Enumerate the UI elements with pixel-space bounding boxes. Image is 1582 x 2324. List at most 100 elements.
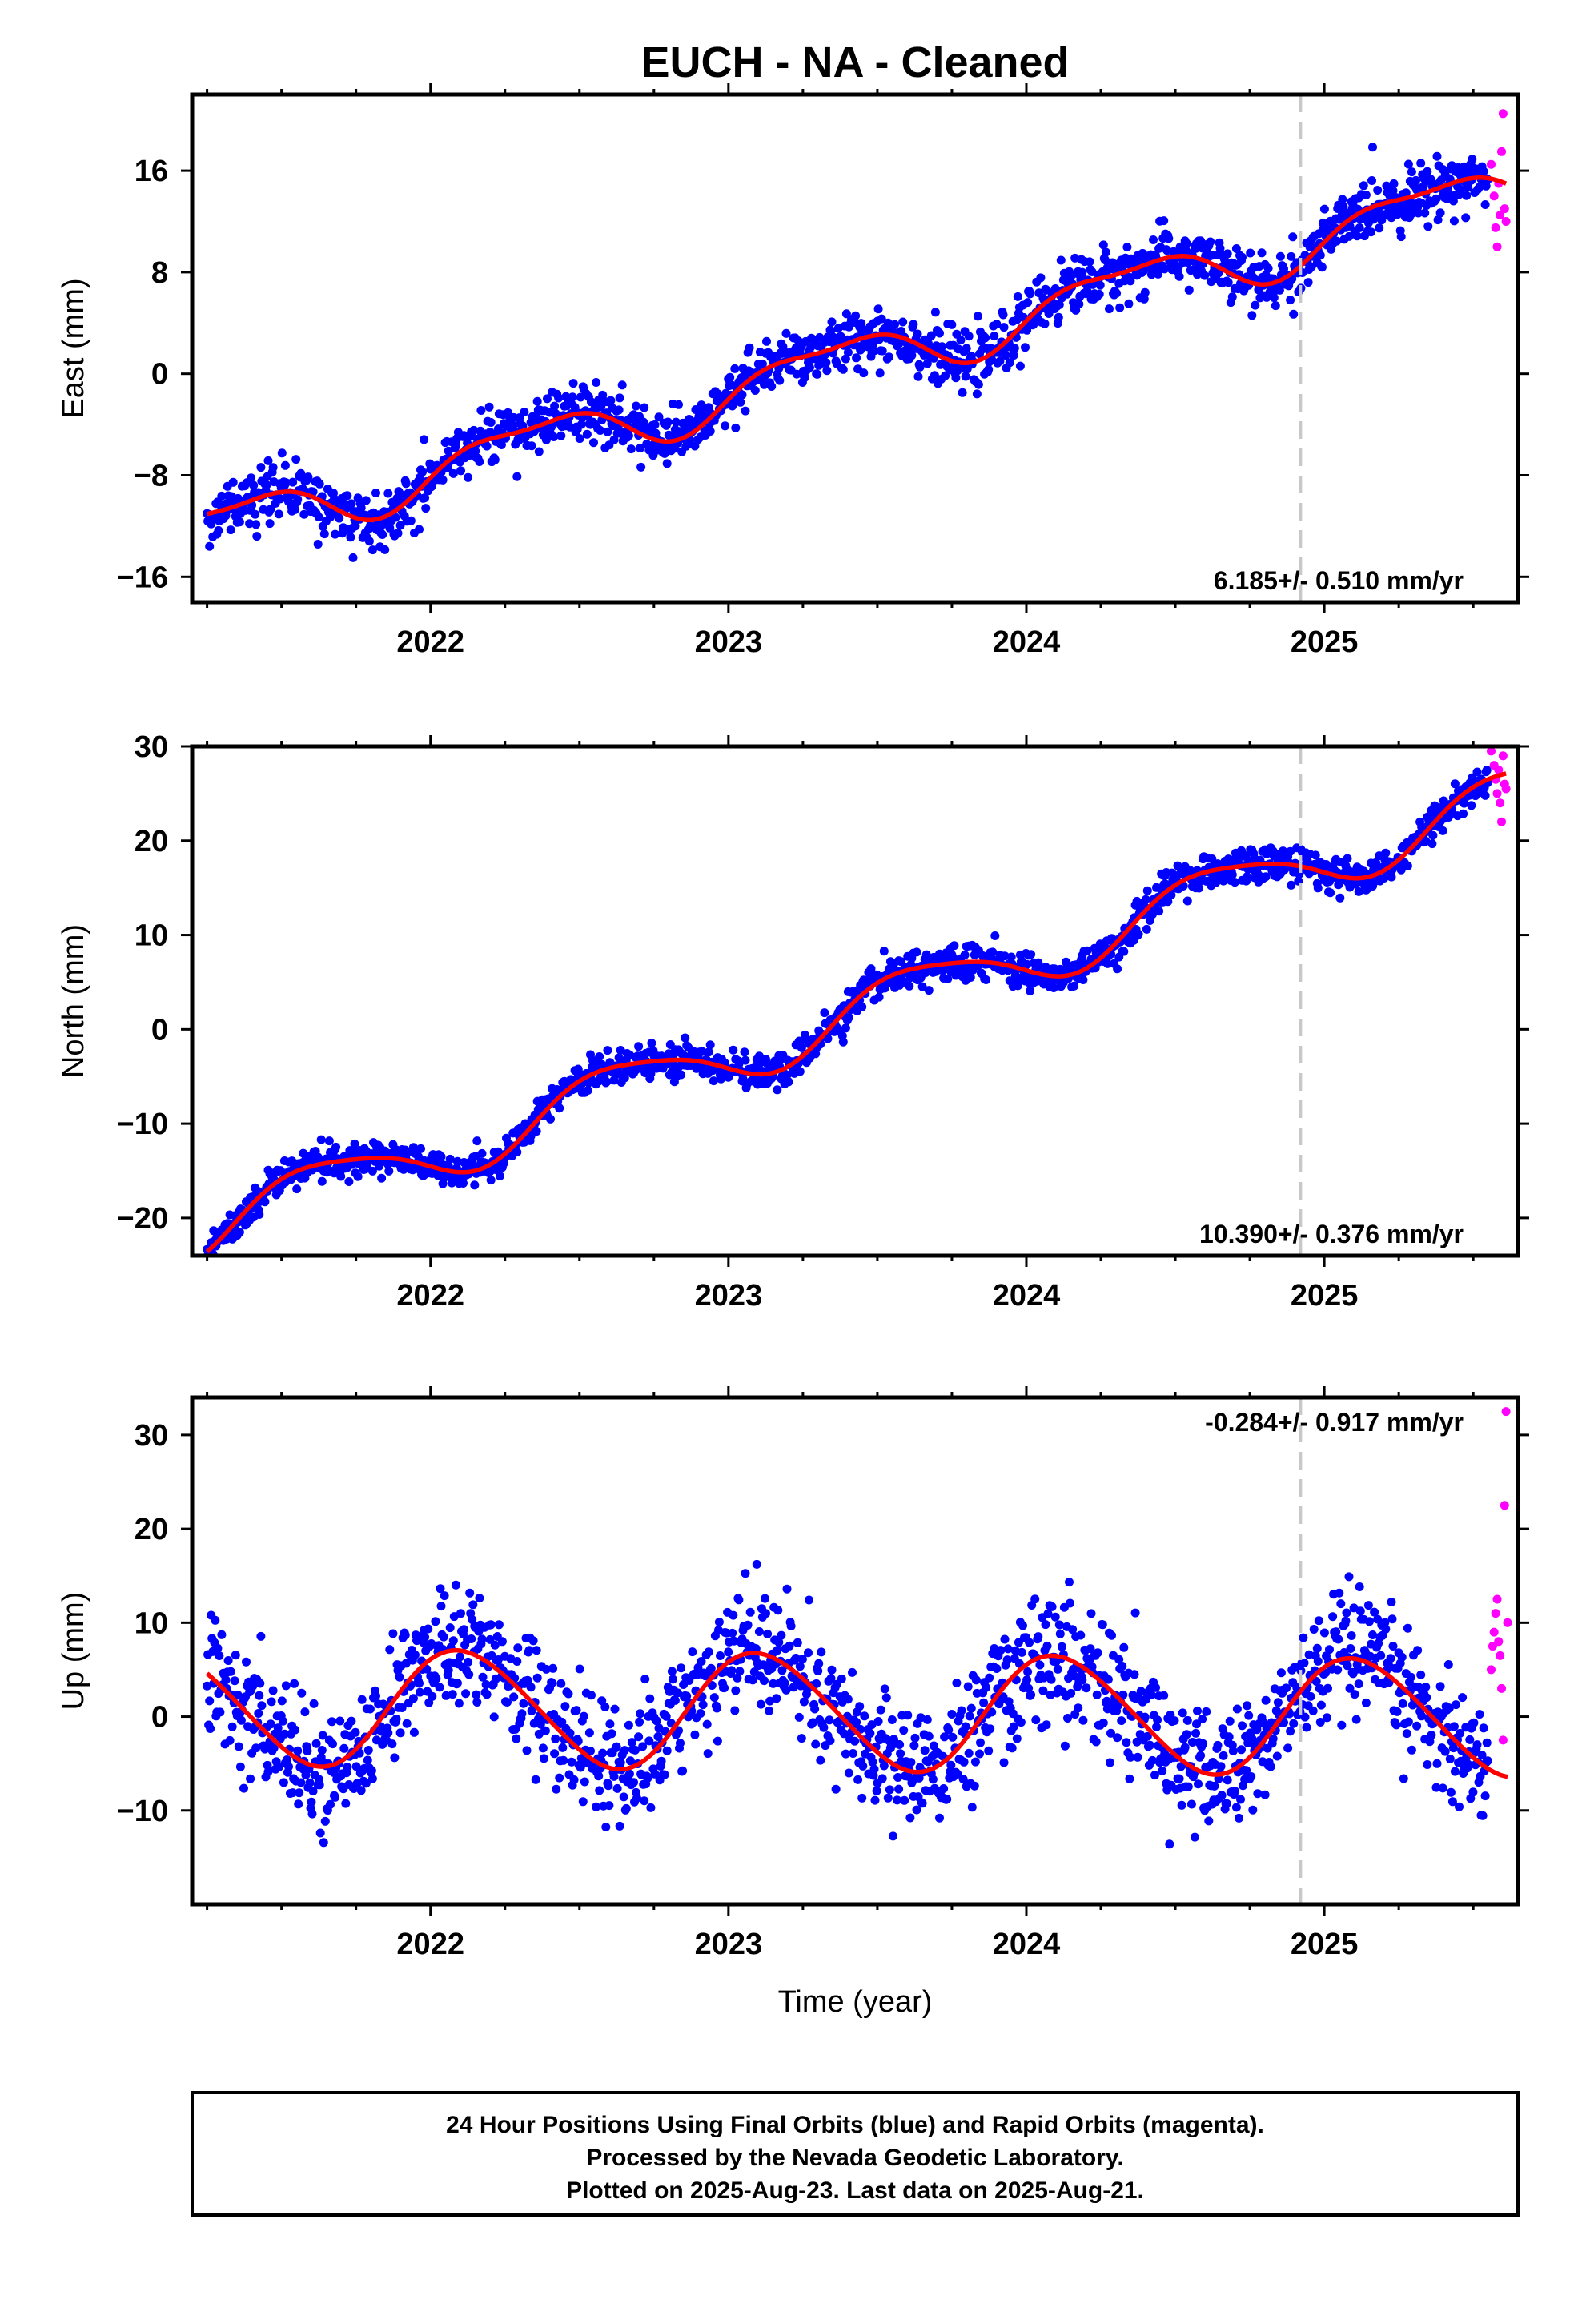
final-orbit-point [1365,1617,1374,1626]
final-orbit-point [1465,1735,1475,1744]
final-orbit-point [839,1729,849,1739]
final-orbit-point [1152,1723,1161,1731]
final-orbit-point [920,1746,930,1755]
final-orbit-point [327,1717,336,1727]
final-orbit-point [773,1085,782,1095]
final-orbit-point [730,364,740,373]
up-frame [190,1395,1520,1907]
final-orbit-point [1483,1756,1492,1766]
final-orbit-point [481,1680,491,1689]
final-orbit-point [315,1828,325,1838]
final-orbit-point [1355,1606,1365,1616]
final-orbit-point [1126,276,1135,286]
final-orbit-point [1467,801,1476,810]
final-orbit-point [217,491,227,501]
final-orbit-point [448,1690,457,1699]
x-tick-label: 2022 [396,625,464,659]
final-orbit-point [1316,1700,1326,1710]
final-orbit-point [634,1042,644,1051]
x-tick-label: 2023 [695,1928,763,1961]
final-orbit-point [1126,1752,1135,1762]
final-orbit-point [792,369,801,379]
final-orbit-point [1016,1718,1026,1727]
final-orbit-point [1198,1715,1207,1724]
final-orbit-point [1086,1644,1095,1654]
final-orbit-point [1452,1700,1460,1710]
final-orbit-point [1257,248,1267,258]
final-orbit-point [777,1630,786,1640]
final-orbit-point [1013,981,1022,991]
final-orbit-point [728,1628,737,1638]
final-orbit-point [946,1760,956,1770]
final-orbit-point [1354,887,1363,896]
final-orbit-point [251,520,261,529]
final-orbit-point [409,1727,419,1737]
final-orbit-point [774,1638,784,1647]
final-orbit-point [987,1707,997,1717]
final-orbit-point [361,1779,371,1788]
final-orbit-point [731,423,741,432]
final-orbit-point [274,509,283,519]
final-orbit-point [565,422,575,432]
final-orbit-point [677,1663,686,1673]
final-orbit-point [1076,1630,1086,1640]
final-orbit-point [603,427,612,436]
final-orbit-point [606,396,616,405]
final-orbit-point [1387,1614,1397,1624]
final-orbit-point [676,1739,685,1748]
final-orbit-point [1243,872,1252,882]
final-orbit-point [894,1784,904,1794]
final-orbit-point [221,1675,231,1685]
final-orbit-point [827,317,837,327]
final-orbit-point [838,364,848,374]
final-orbit-point [1448,1743,1458,1753]
final-orbit-point [1337,1720,1347,1730]
final-orbit-point [709,1693,719,1703]
final-orbit-point [527,441,536,451]
final-orbit-point [938,342,947,352]
final-orbit-point [393,529,403,538]
final-orbit-point [1070,981,1079,991]
final-orbit-point [733,1673,742,1683]
final-orbit-point [645,1694,655,1703]
final-orbit-point [257,1701,267,1711]
final-orbit-point [1085,257,1094,267]
final-orbit-point [541,435,551,444]
final-orbit-point [1286,1727,1295,1736]
final-orbit-point [1334,1634,1343,1644]
final-orbit-point [800,372,809,382]
final-orbit-point [1414,208,1423,218]
rapid-orbit-point [1492,242,1502,251]
final-orbit-point [452,1156,462,1166]
final-orbit-point [720,1683,729,1693]
final-orbit-point [263,456,273,465]
final-orbit-point [1103,1675,1113,1684]
final-orbit-point [1238,1721,1247,1731]
final-orbit-point [305,1778,315,1787]
final-orbit-point [1376,1651,1386,1660]
final-orbit-point [1174,1774,1184,1783]
final-orbit-point [990,931,1000,940]
final-orbit-point [761,1594,769,1603]
final-orbit-point [615,1821,624,1831]
final-orbit-point [867,1720,877,1730]
final-orbit-point [223,1656,233,1665]
final-orbit-point [804,1648,813,1658]
final-orbit-point [1450,779,1460,789]
final-orbit-point [439,1632,448,1642]
rapid-orbit-point [1494,765,1504,774]
final-orbit-point [573,1736,583,1746]
final-orbit-point [992,320,1002,329]
final-orbit-point [921,950,931,959]
final-orbit-point [896,1749,905,1759]
final-orbit-point [465,1588,475,1598]
final-orbit-point [227,1722,237,1731]
y-tick-label: 20 [135,825,168,858]
final-orbit-point [797,1734,806,1743]
final-orbit-point [1288,232,1298,242]
final-orbit-point [1480,790,1490,800]
final-orbit-point [1363,1601,1373,1610]
final-orbit-point [650,420,660,429]
